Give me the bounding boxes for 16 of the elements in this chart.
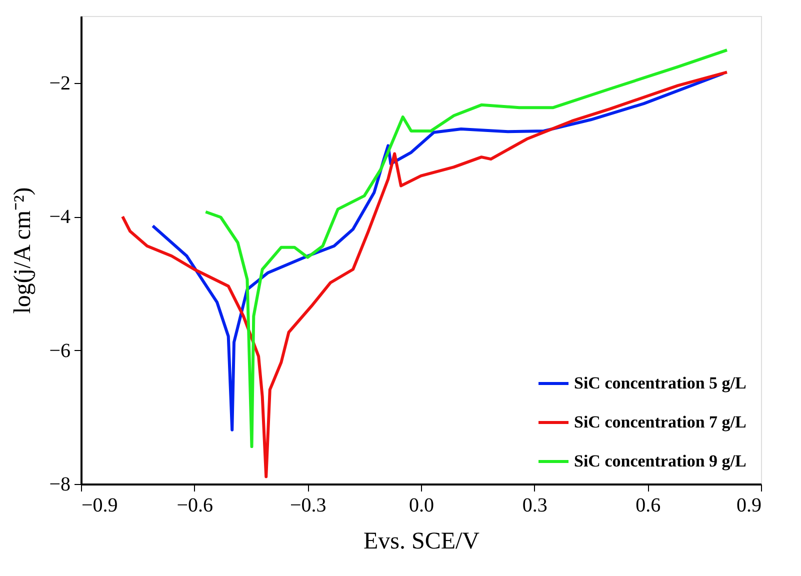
x-tick-label: −0.3	[290, 494, 326, 516]
x-axis-title: Evs. SCE/V	[363, 528, 480, 554]
x-tick-label: 0.6	[636, 494, 661, 516]
y-axis-title: log(j/A cm⁻²)	[10, 187, 36, 314]
x-tick-label: 0.9	[736, 494, 762, 516]
x-tick-label: 0.3	[522, 494, 548, 516]
legend-label: SiC concentration 7 g/L	[574, 412, 746, 432]
y-tick-label: −6	[49, 340, 70, 362]
y-tick-label: −4	[49, 206, 70, 228]
y-tick-label: −8	[49, 474, 70, 496]
legend-label: SiC concentration 9 g/L	[574, 452, 746, 470]
legend-label: SiC concentration 5 g/L	[574, 374, 746, 392]
x-tick-label: −0.9	[82, 494, 118, 516]
x-tick-label: −0.6	[176, 494, 213, 516]
x-tick-label: 0.0	[409, 494, 434, 516]
y-tick-label: −2	[49, 72, 70, 94]
